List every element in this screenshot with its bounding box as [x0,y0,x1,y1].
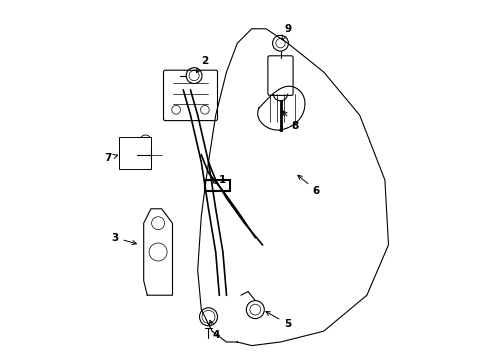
FancyBboxPatch shape [163,70,217,121]
Text: 5: 5 [265,311,291,329]
Text: 8: 8 [283,111,298,131]
FancyBboxPatch shape [267,56,292,95]
Text: 7: 7 [104,153,117,163]
Text: 6: 6 [297,175,320,196]
Text: 9: 9 [282,24,291,40]
Bar [118,137,151,169]
Text: 1: 1 [212,175,226,185]
Text: 4: 4 [209,320,219,340]
Text: 2: 2 [196,56,208,72]
Text: 3: 3 [111,233,136,244]
